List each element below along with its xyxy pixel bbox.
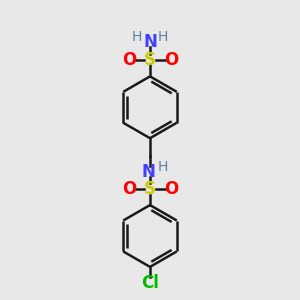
Text: H: H: [132, 30, 142, 44]
Text: O: O: [122, 180, 136, 198]
Text: S: S: [144, 51, 156, 69]
Text: N: N: [142, 163, 155, 181]
Text: N: N: [143, 33, 157, 51]
Text: Cl: Cl: [141, 274, 159, 292]
Text: O: O: [164, 180, 178, 198]
Text: H: H: [157, 30, 168, 44]
Text: H: H: [157, 160, 168, 174]
Text: O: O: [164, 51, 178, 69]
Text: S: S: [144, 180, 156, 198]
Text: O: O: [122, 51, 136, 69]
